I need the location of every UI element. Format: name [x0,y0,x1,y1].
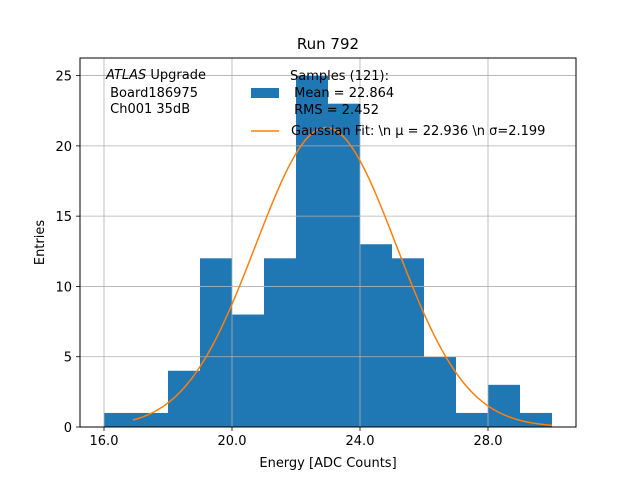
gaussian-fit [132,126,553,427]
legend-samples-line-2: Mean = 22.864 [290,86,394,101]
histogram-bar [488,384,520,427]
x-tick-label: 20.0 [218,434,247,449]
y-tick-label: 0 [64,421,72,436]
plot-frame [79,57,577,428]
fit-curve [132,126,553,427]
y-axis-ticks: 0 5 10 15 20 25 [55,70,80,436]
x-axis-label: Energy [ADC Counts] [259,456,396,471]
legend-samples-line-1: Samples (121): [290,69,389,84]
x-axis-ticks: 16.0 20.0 24.0 28.0 [90,427,503,449]
legend-fit-label: Gaussian Fit: \n μ = 22.936 \n σ=2.199 [291,124,545,139]
y-tick-label: 15 [55,210,72,225]
y-tick-label: 10 [55,280,72,295]
annotation: ATLAS Upgrade Board186975 Ch001 35dB [105,68,206,117]
annotation-line-1: ATLAS Upgrade [105,68,206,83]
histogram-bar [136,412,168,427]
histogram-bar [200,258,232,427]
y-tick-label: 5 [64,351,72,366]
y-tick-label: 25 [55,70,72,85]
y-tick-label: 20 [55,140,72,155]
histogram-bar [104,412,136,427]
legend: Samples (121): Mean = 22.864 RMS = 2.452… [251,69,545,139]
x-tick-label: 24.0 [346,434,375,449]
legend-samples-line-3: RMS = 2.452 [290,103,379,118]
x-tick-label: 16.0 [90,434,119,449]
histogram-bar [424,356,456,427]
histogram-bar [520,412,552,427]
histogram-bar [264,258,296,427]
histogram-bar [392,258,424,427]
chart-title: Run 792 [297,35,359,53]
y-axis-label: Entries [33,220,48,266]
x-tick-label: 28.0 [474,434,503,449]
annotation-line-2: Board186975 [106,86,198,101]
annotation-line-3: Ch001 35dB [106,102,190,117]
histogram-bar [328,103,360,427]
atlas-word: ATLAS [105,68,146,83]
histogram-bar [232,314,264,427]
upgrade-word: Upgrade [146,68,206,83]
legend-patch-samples [251,88,279,98]
histogram-bar [360,244,392,427]
histogram-bar [456,412,488,427]
